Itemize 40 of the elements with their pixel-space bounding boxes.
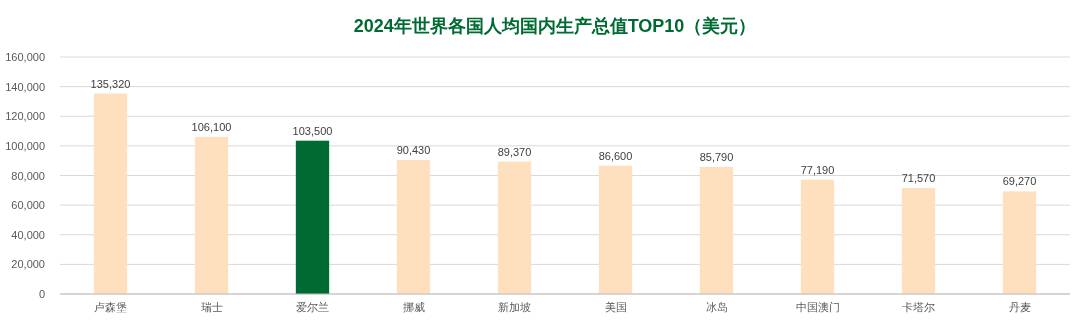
bar bbox=[497, 161, 532, 294]
data-label: 85,790 bbox=[699, 150, 734, 163]
y-tick-label: 140,000 bbox=[5, 80, 45, 93]
bar bbox=[598, 165, 633, 294]
x-tick-label: 冰岛 bbox=[705, 301, 728, 313]
x-tick-label: 丹麦 bbox=[1008, 301, 1031, 313]
y-tick-label: 120,000 bbox=[5, 110, 45, 123]
bar bbox=[93, 93, 128, 294]
x-tick-label: 挪威 bbox=[402, 301, 425, 313]
data-label: 77,190 bbox=[800, 163, 835, 176]
y-tick-label: 40,000 bbox=[11, 228, 45, 241]
y-tick-label: 80,000 bbox=[11, 169, 45, 182]
y-tick-label: 20,000 bbox=[11, 258, 45, 271]
bar bbox=[295, 140, 330, 294]
data-label: 106,100 bbox=[191, 120, 232, 133]
x-tick-label: 爱尔兰 bbox=[296, 301, 329, 313]
chart-title: 2024年世界各国人均国内生产总值TOP10（美元） bbox=[353, 16, 757, 36]
bar bbox=[699, 166, 734, 294]
bar bbox=[396, 160, 431, 294]
data-label: 135,320 bbox=[90, 77, 131, 90]
bar bbox=[800, 179, 835, 294]
y-tick-label: 0 bbox=[38, 288, 45, 300]
x-tick-label: 卢森堡 bbox=[94, 301, 127, 313]
bar bbox=[1002, 191, 1037, 294]
data-label: 86,600 bbox=[598, 149, 633, 162]
y-tick-label: 160,000 bbox=[5, 51, 45, 63]
data-label: 69,270 bbox=[1002, 175, 1037, 188]
y-tick-label: 60,000 bbox=[11, 199, 45, 212]
data-label: 90,430 bbox=[396, 144, 431, 157]
x-tick-label: 新加坡 bbox=[498, 301, 531, 313]
bar bbox=[901, 187, 936, 294]
y-tick-label: 100,000 bbox=[5, 139, 45, 152]
x-tick-label: 美国 bbox=[604, 301, 627, 313]
x-tick-label: 瑞士 bbox=[200, 301, 223, 313]
data-label: 71,570 bbox=[901, 171, 936, 184]
bar bbox=[194, 136, 229, 294]
x-tick-label: 中国澳门 bbox=[795, 301, 840, 313]
data-label: 103,500 bbox=[292, 124, 333, 137]
data-label: 89,370 bbox=[497, 145, 532, 158]
x-tick-label: 卡塔尔 bbox=[902, 301, 935, 313]
